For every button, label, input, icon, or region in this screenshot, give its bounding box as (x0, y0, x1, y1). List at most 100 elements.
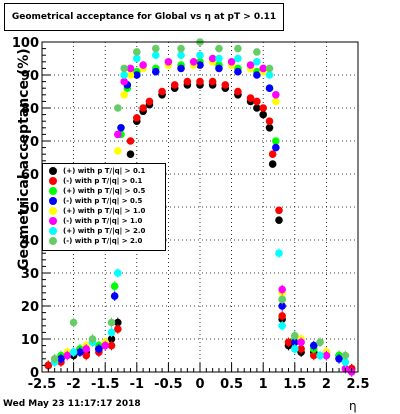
data-point (107, 328, 116, 337)
data-point (88, 335, 97, 343)
legend-label: (-) with p T/|q| > 2.0 (63, 237, 143, 245)
data-point (259, 104, 268, 112)
legend-marker (49, 227, 57, 235)
data-point (208, 54, 217, 63)
data-point (272, 143, 280, 152)
legend-marker (49, 167, 57, 175)
data-point (253, 48, 261, 56)
data-point (278, 312, 286, 320)
x-tick-label: 0 (195, 377, 204, 392)
data-point (309, 341, 318, 350)
data-point (133, 54, 141, 63)
data-point (95, 345, 103, 353)
data-marks (44, 38, 356, 377)
data-point (291, 345, 299, 353)
x-axis-label: η (349, 399, 357, 413)
data-point (158, 87, 166, 96)
data-point (234, 87, 242, 96)
data-point (278, 285, 286, 294)
data-point (309, 351, 318, 360)
y-tick-label: 70 (21, 135, 39, 150)
data-point (196, 77, 204, 86)
data-point (259, 110, 268, 119)
data-point (133, 48, 141, 56)
legend-label: (-) with p T/|q| > 0.5 (63, 197, 143, 205)
series-6 (50, 51, 350, 367)
data-point (151, 67, 160, 76)
y-axis-label: Geometrical acceptance (%) (16, 48, 32, 270)
data-point (145, 97, 154, 106)
data-point (50, 355, 59, 363)
legend-label: (+) with p T/|q| > 1.0 (63, 207, 146, 215)
data-point (114, 130, 122, 139)
x-tick-label: 1.5 (283, 377, 306, 392)
data-point (114, 269, 122, 277)
data-point (253, 71, 261, 79)
data-point (107, 318, 116, 327)
data-point (126, 64, 135, 73)
data-point (265, 64, 274, 73)
data-point (259, 64, 268, 73)
legend-marker (49, 217, 57, 225)
legend-entry: (-) with p T/|q| > 2.0 (43, 236, 165, 246)
data-point (133, 114, 141, 122)
data-point (234, 67, 242, 76)
data-point (297, 345, 305, 353)
legend-marker (49, 177, 57, 185)
legend-entry: (+) with p T/|q| > 0.5 (43, 186, 165, 196)
data-point (284, 338, 293, 347)
data-point (265, 71, 274, 79)
data-point (126, 137, 135, 145)
data-point (177, 44, 185, 53)
data-point (268, 160, 277, 168)
legend-marker (49, 187, 57, 195)
x-tick-label: -2.5 (28, 377, 56, 392)
data-point (101, 341, 109, 350)
x-tick-label: -1 (130, 377, 144, 392)
legend-entry: (+) with p T/|q| > 2.0 (43, 226, 165, 236)
data-point (253, 58, 261, 66)
data-point (114, 318, 122, 327)
data-point (133, 71, 141, 79)
data-point (278, 302, 286, 310)
data-point (120, 64, 128, 73)
data-point (208, 77, 217, 86)
data-point (297, 338, 305, 347)
y-tick-label: 10 (21, 333, 39, 348)
data-point (227, 58, 236, 66)
data-point (151, 44, 160, 53)
data-point (268, 150, 277, 158)
legend-label: (-) with p T/|q| > 1.0 (63, 217, 143, 225)
data-point (82, 345, 91, 353)
data-point (215, 44, 223, 53)
data-point (164, 58, 173, 66)
data-point (183, 77, 192, 86)
legend-marker (49, 197, 57, 205)
data-point (335, 355, 343, 363)
data-point (272, 91, 280, 99)
data-point (272, 97, 280, 106)
data-point (278, 322, 286, 330)
data-point (215, 64, 223, 73)
y-tick-label: 90 (21, 69, 39, 84)
data-point (120, 71, 128, 79)
x-tick-label: 2 (322, 377, 331, 392)
y-tick-label: 40 (21, 234, 39, 249)
legend-label: (+) with p T/|q| > 0.5 (63, 187, 146, 195)
data-point (177, 51, 185, 59)
data-point (120, 91, 128, 99)
data-point (291, 338, 299, 347)
y-tick-label: 100 (12, 36, 39, 51)
y-tick-label: 20 (21, 300, 39, 315)
data-point (265, 124, 274, 132)
data-point (265, 117, 274, 125)
series-3 (57, 61, 343, 364)
data-point (234, 54, 242, 63)
series-7 (50, 38, 350, 364)
data-point (139, 104, 147, 112)
chart-title: Geometrical acceptance for Global vs η a… (4, 3, 284, 31)
data-point (63, 351, 72, 360)
data-point (234, 44, 242, 53)
legend-marker (49, 207, 57, 215)
x-tick-label: 1 (259, 377, 268, 392)
